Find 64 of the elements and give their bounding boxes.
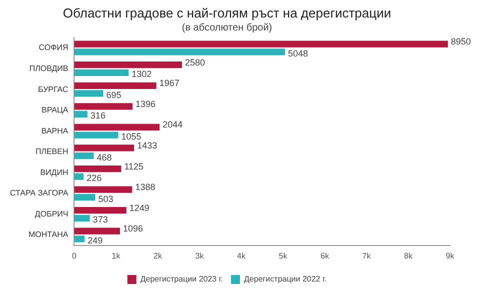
bar — [74, 207, 126, 214]
bar — [74, 173, 84, 180]
x-tick-label: 3k — [195, 251, 205, 260]
data-label: 468 — [96, 152, 112, 162]
y-tick-label: ПЛЕВЕН — [35, 147, 68, 156]
x-tick-label: 2k — [154, 251, 163, 260]
x-tick-label: 9k — [446, 251, 456, 260]
y-tick-label: ДОБРИЧ — [34, 209, 68, 218]
bar — [74, 82, 156, 89]
y-tick-label: СОФИЯ — [38, 43, 68, 52]
bar — [74, 132, 118, 138]
bar — [74, 186, 132, 193]
x-tick-label: 4k — [237, 251, 246, 260]
data-label: 1302 — [132, 69, 152, 80]
data-label: 373 — [92, 214, 108, 225]
chart-title: Областни градове с най-голям ръст на дерегистрации — [62, 5, 392, 20]
data-label: 1433 — [137, 140, 158, 150]
bar — [74, 62, 182, 68]
bar — [74, 214, 90, 222]
bar — [74, 90, 104, 97]
data-label: 8950 — [450, 36, 471, 47]
data-label: 316 — [90, 110, 106, 121]
bar — [74, 40, 448, 48]
bar — [74, 152, 94, 160]
x-tick-label: 0 — [72, 251, 78, 260]
data-label: 1967 — [159, 78, 180, 88]
data-label: 1249 — [129, 202, 150, 213]
bar — [74, 48, 285, 56]
data-label: 695 — [106, 90, 122, 100]
data-label: 226 — [86, 173, 102, 184]
x-tick-label: 7k — [362, 251, 372, 260]
bar — [74, 69, 129, 76]
data-label: 2044 — [162, 120, 183, 130]
y-tick-label: ВАРНА — [41, 126, 69, 136]
bar — [74, 103, 133, 110]
y-tick-label: ВИДИН — [40, 168, 68, 177]
x-tick-label: 6k — [320, 251, 330, 260]
data-label: 1388 — [135, 182, 156, 192]
bar — [74, 110, 88, 118]
y-tick-label: ПЛОВДИВ — [29, 64, 68, 73]
bar — [74, 165, 122, 172]
data-label: 1096 — [123, 224, 144, 234]
chart-subtitle: (в абсолютен брой) — [182, 22, 272, 34]
bar — [74, 144, 134, 152]
data-label: 249 — [88, 235, 103, 246]
y-tick-label: СТАРА ЗАГОРА — [10, 188, 69, 198]
data-label: 2580 — [184, 57, 205, 68]
data-label: 1396 — [136, 98, 156, 109]
data-label: 5048 — [288, 48, 308, 58]
bar — [74, 124, 160, 131]
legend-label: Дерегистрации 2023 г. — [140, 274, 223, 284]
y-tick-label: БУРГАС — [38, 84, 68, 94]
y-tick-label: ВРАЦА — [42, 106, 69, 115]
bar — [74, 236, 85, 242]
y-tick-label: МОНТАНА — [28, 230, 69, 240]
bar — [74, 228, 120, 234]
legend-label: Дерегистрации 2022 г. — [244, 274, 327, 284]
x-tick-label: 1k — [112, 251, 122, 260]
x-tick-label: 5k — [278, 251, 288, 260]
data-label: 1055 — [121, 131, 142, 142]
bar — [74, 194, 96, 201]
data-label: 503 — [98, 194, 114, 204]
x-tick-label: 8k — [404, 251, 414, 260]
data-label: 1125 — [124, 161, 144, 172]
